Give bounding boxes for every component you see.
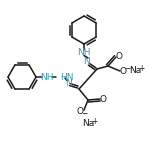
Text: O: O	[100, 95, 107, 104]
Text: O: O	[120, 66, 127, 76]
Text: Na: Na	[129, 66, 141, 75]
Text: +: +	[91, 117, 98, 126]
Text: N: N	[84, 57, 90, 66]
Text: Na: Na	[82, 118, 94, 128]
Text: N: N	[65, 79, 71, 87]
Text: −: −	[81, 109, 87, 118]
Text: NH: NH	[77, 47, 91, 57]
Text: O: O	[76, 106, 83, 115]
Text: O: O	[116, 52, 122, 61]
Text: +: +	[138, 63, 145, 72]
Text: NH: NH	[40, 72, 54, 81]
Text: HN: HN	[60, 72, 74, 81]
Text: −: −	[124, 64, 131, 73]
